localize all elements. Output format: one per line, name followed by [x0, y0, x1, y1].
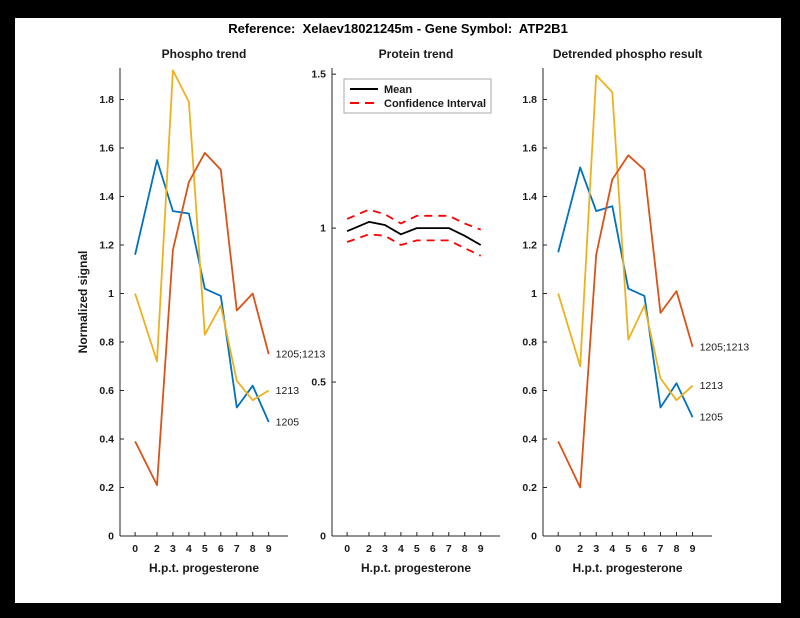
y-tick-label: 1.8: [99, 94, 114, 106]
x-tick-label: 8: [250, 543, 256, 555]
y-tick-label: 1.4: [99, 191, 114, 203]
chart-title: Detrended phospho result: [553, 47, 702, 61]
x-tick-label: 9: [266, 543, 272, 555]
x-tick-label: 6: [641, 543, 647, 555]
series-line-1205;1213: [557, 154, 694, 489]
y-tick-label: 0.8: [522, 337, 537, 349]
y-tick-label: 0.6: [99, 385, 114, 397]
x-tick-label: 0: [344, 543, 350, 555]
y-tick-label: 0: [320, 531, 326, 543]
y-tick-label: 1.6: [522, 143, 537, 155]
x-tick-label: 9: [478, 543, 484, 555]
y-tick-label: 0.4: [99, 434, 114, 446]
legend-box: [343, 78, 492, 114]
x-tick-label: 0: [132, 543, 138, 555]
matlab-figure: Reference: Xelaev18021245m - Gene Symbol…: [15, 18, 781, 603]
series-line-1205;1213: [134, 151, 270, 487]
y-tick-label: 1: [320, 223, 326, 235]
y-tick-label: 0.2: [522, 482, 537, 494]
x-tick-label: 4: [398, 543, 404, 555]
x-tick-label: 3: [382, 543, 388, 555]
y-tick-label: 1.2: [522, 240, 537, 252]
figure-title: Reference: Xelaev18021245m - Gene Symbol…: [228, 21, 568, 36]
y-tick-label: 0.4: [522, 434, 537, 446]
x-tick-label: 2: [577, 543, 583, 555]
legend-item-label: Mean: [384, 84, 412, 96]
series-end-label: 1205: [700, 412, 724, 424]
x-tick-label: 5: [202, 543, 208, 555]
x-tick-label: 6: [218, 543, 224, 555]
y-tick-label: 0.6: [522, 385, 537, 397]
x-tick-label: 6: [430, 543, 436, 555]
y-tick-label: 0.2: [99, 482, 114, 494]
series-end-label: 1205: [276, 417, 300, 429]
series-end-label: 1213: [700, 380, 724, 392]
x-tick-label: 5: [414, 543, 420, 555]
x-tick-label: 4: [186, 543, 192, 555]
x-tick-label: 7: [234, 543, 240, 555]
x-tick-label: 2: [366, 543, 372, 555]
y-tick-label: 0.8: [99, 337, 114, 349]
x-tick-label: 3: [170, 543, 176, 555]
chart-title: Phospho trend: [162, 47, 247, 61]
chart-title: Protein trend: [379, 47, 454, 61]
y-axis-label: Normalized signal: [76, 251, 90, 354]
x-tick-label: 9: [690, 543, 696, 555]
series-line-CI-upper: [346, 208, 482, 231]
x-tick-label: 8: [462, 543, 468, 555]
x-tick-label: 3: [593, 543, 599, 555]
y-tick-label: 1.2: [99, 240, 114, 252]
y-tick-label: 1.5: [311, 69, 326, 81]
series-line-Mean: [346, 220, 482, 246]
series-end-label: 1205;1213: [700, 341, 750, 353]
legend-item-label: Confidence Interval: [384, 98, 486, 110]
y-tick-label: 1.4: [522, 191, 537, 203]
x-tick-label: 7: [446, 543, 452, 555]
x-tick-label: 2: [154, 543, 160, 555]
series-end-label: 1205;1213: [276, 349, 326, 361]
x-tick-label: 5: [625, 543, 631, 555]
x-axis-label: H.p.t. progesterone: [572, 561, 682, 575]
series-line-1213: [557, 74, 694, 402]
charts-canvas: 00.20.40.60.811.21.41.61.80 2 3 4 5 6 7 8 9Phosp…: [76, 47, 750, 575]
series-line-1213: [134, 69, 270, 402]
y-tick-label: 0: [531, 531, 537, 543]
x-tick-label: 4: [609, 543, 615, 555]
series-line-1205: [557, 166, 694, 418]
x-tick-label: 0: [555, 543, 561, 555]
x-tick-label: 8: [674, 543, 680, 555]
series-line-CI-lower: [346, 233, 482, 257]
y-tick-label: 0: [108, 531, 114, 543]
x-tick-label: 7: [658, 543, 664, 555]
series-end-label: 1213: [276, 385, 300, 397]
y-tick-label: 1: [108, 288, 114, 300]
x-axis-label: H.p.t. progesterone: [149, 561, 259, 575]
y-tick-label: 1: [531, 288, 537, 300]
y-tick-label: 1.6: [99, 143, 114, 155]
x-axis-label: H.p.t. progesterone: [361, 561, 471, 575]
y-tick-label: 0.5: [311, 377, 326, 389]
y-tick-label: 1.8: [522, 94, 537, 106]
